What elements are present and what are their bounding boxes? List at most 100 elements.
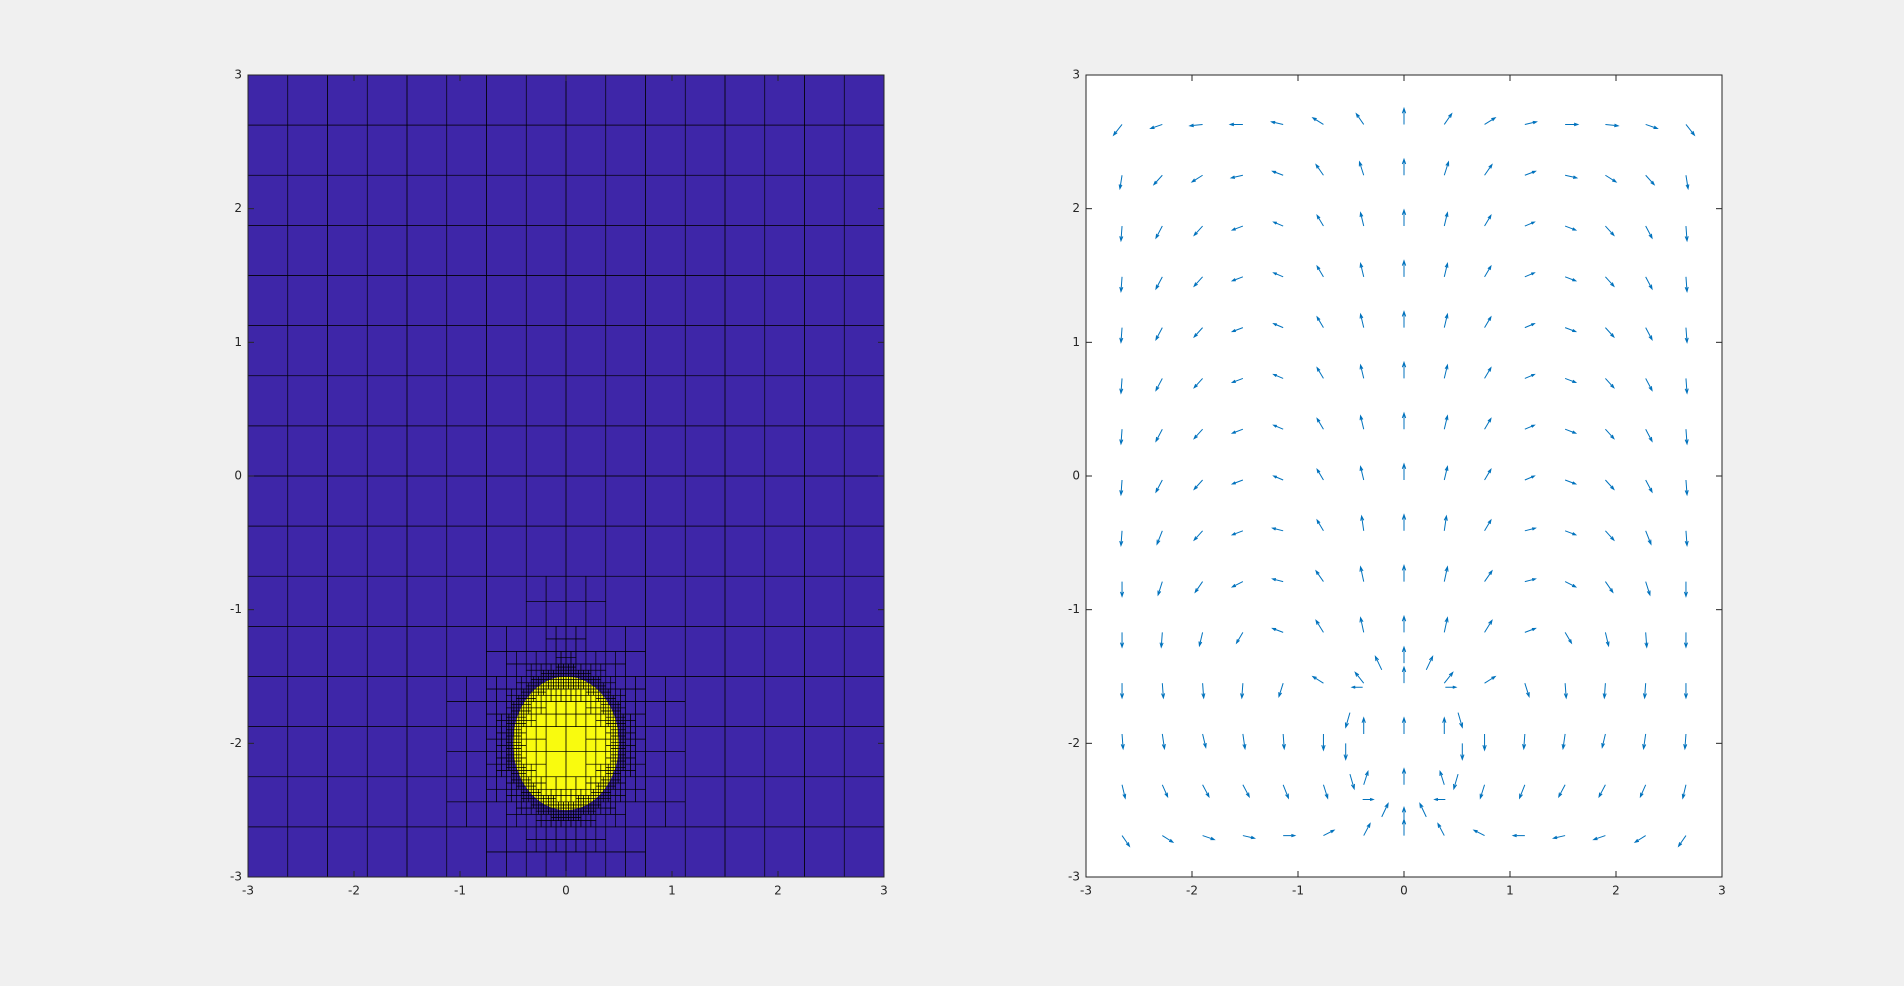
arrow <box>1230 276 1244 282</box>
arrow <box>1401 360 1407 379</box>
arrow <box>1684 327 1689 344</box>
arrow <box>1316 315 1324 328</box>
arrow <box>1484 518 1492 532</box>
arrow <box>1484 468 1492 481</box>
arrow <box>1283 833 1297 838</box>
arrow <box>1278 683 1284 698</box>
arrow <box>1443 160 1450 176</box>
arrow <box>1362 797 1375 802</box>
arrow <box>1272 323 1284 329</box>
arrow <box>1565 122 1580 127</box>
arrow <box>1155 479 1163 494</box>
arrow <box>1453 773 1459 791</box>
arrow <box>1228 122 1243 127</box>
arrow <box>1524 221 1536 227</box>
arrow <box>1401 310 1407 328</box>
arrow <box>1642 683 1647 700</box>
arrow <box>1524 683 1530 698</box>
arrow <box>1645 530 1652 546</box>
arrow <box>1558 784 1566 799</box>
arrow <box>1563 683 1568 700</box>
y-tick-label: 0 <box>1072 469 1080 483</box>
arrow <box>1524 272 1536 278</box>
plot <box>248 75 884 877</box>
arrow <box>1484 163 1493 176</box>
arrow <box>1602 683 1607 700</box>
arrow <box>1272 424 1284 430</box>
arrow <box>1401 157 1407 176</box>
arrow <box>1442 716 1447 734</box>
arrow <box>1645 479 1653 494</box>
arrow <box>1281 733 1286 751</box>
mesh <box>248 75 884 877</box>
arrow <box>1161 784 1169 799</box>
arrow <box>1401 564 1407 582</box>
arrow <box>1677 835 1687 848</box>
arrow <box>1194 581 1204 594</box>
arrow <box>1315 163 1324 176</box>
arrow <box>1188 123 1203 128</box>
arrow <box>1316 468 1324 481</box>
arrow <box>1524 578 1537 583</box>
arrow <box>1524 170 1537 176</box>
arrow <box>1484 366 1492 379</box>
x-tick-label: 2 <box>774 884 782 898</box>
arrow <box>1433 797 1446 802</box>
arrow <box>1359 565 1365 582</box>
arrow <box>1605 530 1615 542</box>
arrow <box>1479 784 1486 800</box>
arrow <box>1401 259 1407 277</box>
arrow <box>1271 527 1284 532</box>
arrow <box>1605 428 1615 440</box>
arrow <box>1484 569 1493 582</box>
arrow <box>1193 276 1203 288</box>
arrow <box>1684 276 1689 294</box>
arrow <box>1484 315 1492 328</box>
arrow <box>1316 518 1324 532</box>
arrow <box>1639 784 1647 799</box>
arrow <box>1685 124 1696 137</box>
arrow <box>1272 373 1284 379</box>
arrow <box>1155 327 1163 341</box>
arrow <box>1119 429 1124 446</box>
arrow <box>1161 683 1166 700</box>
x-tick-label: -2 <box>1186 884 1198 898</box>
arrow <box>1642 733 1647 751</box>
arrow <box>1119 327 1124 344</box>
arrow <box>1152 174 1163 186</box>
arrow <box>1323 829 1336 837</box>
arrow <box>1681 784 1687 800</box>
arrow <box>1350 685 1363 689</box>
arrow <box>1230 530 1244 536</box>
x-tick-label: -1 <box>1292 884 1304 898</box>
arrow <box>1343 743 1348 761</box>
arrow <box>1401 513 1407 531</box>
arrow <box>1358 160 1365 176</box>
arrow <box>1484 619 1493 633</box>
arrow <box>1524 323 1536 329</box>
arrow <box>1401 462 1407 481</box>
arrow <box>1359 211 1365 227</box>
arrow <box>1445 685 1458 689</box>
arrow <box>1633 835 1646 844</box>
arrow <box>1605 123 1620 128</box>
arrow <box>1401 208 1407 227</box>
arrow <box>1230 581 1244 588</box>
arrow <box>1270 120 1284 125</box>
arrow <box>1155 428 1163 443</box>
arrow <box>1645 378 1653 392</box>
arrow <box>1193 428 1203 440</box>
arrow <box>1316 214 1324 227</box>
arrow <box>1112 124 1123 137</box>
arrow <box>1315 619 1324 633</box>
y-tick-label: 2 <box>1072 201 1080 215</box>
arrow <box>1155 378 1163 392</box>
x-tick-label: -3 <box>1080 884 1092 898</box>
arrow <box>1240 683 1245 700</box>
arrow <box>1564 377 1578 383</box>
arrow <box>1484 417 1492 430</box>
arrow <box>1443 112 1453 125</box>
arrow <box>1193 378 1203 389</box>
arrow <box>1230 327 1244 333</box>
